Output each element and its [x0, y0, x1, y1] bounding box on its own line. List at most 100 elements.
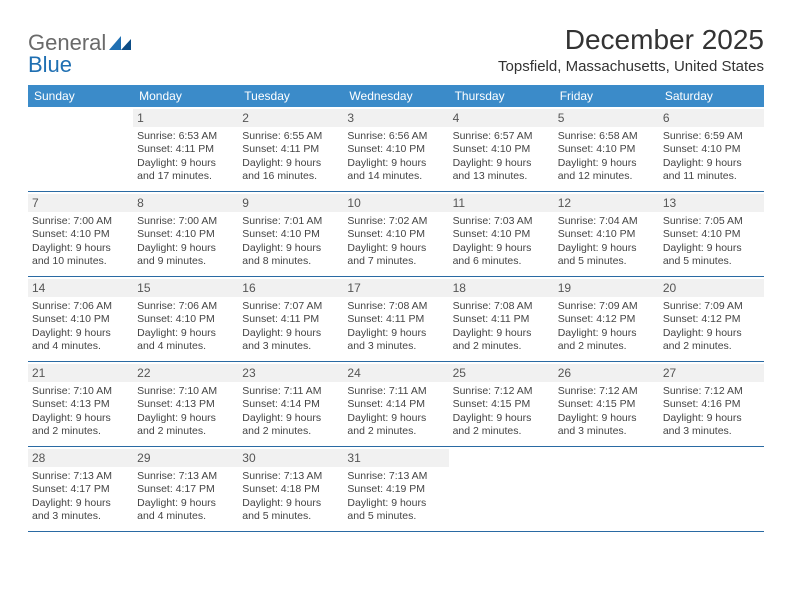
day-details: Sunrise: 7:13 AMSunset: 4:17 PMDaylight:… — [137, 470, 234, 524]
detail-line: Sunset: 4:10 PM — [558, 228, 655, 241]
detail-line: Sunrise: 6:53 AM — [137, 130, 234, 143]
detail-line: Sunrise: 7:11 AM — [242, 385, 339, 398]
detail-line: Sunrise: 6:59 AM — [663, 130, 760, 143]
day-cell: 10Sunrise: 7:02 AMSunset: 4:10 PMDayligh… — [343, 192, 448, 276]
detail-line: Sunset: 4:12 PM — [558, 313, 655, 326]
day-number: 7 — [28, 194, 133, 212]
detail-line: Sunset: 4:19 PM — [347, 483, 444, 496]
detail-line: Sunrise: 7:08 AM — [347, 300, 444, 313]
page: General December 2025 Topsfield, Massach… — [0, 0, 792, 532]
detail-line: Daylight: 9 hours and 4 minutes. — [137, 497, 234, 524]
detail-line: Sunset: 4:11 PM — [347, 313, 444, 326]
day-details: Sunrise: 7:06 AMSunset: 4:10 PMDaylight:… — [32, 300, 129, 354]
detail-line: Daylight: 9 hours and 9 minutes. — [137, 242, 234, 269]
day-cell: 8 Sunrise: 7:00 AMSunset: 4:10 PMDaylight… — [133, 192, 238, 276]
day-cell: 20Sunrise: 7:09 AMSunset: 4:12 PMDayligh… — [659, 277, 764, 361]
detail-line: Sunrise: 7:12 AM — [558, 385, 655, 398]
day-cell — [659, 447, 764, 531]
detail-line: Sunrise: 7:13 AM — [32, 470, 129, 483]
day-details: Sunrise: 7:10 AMSunset: 4:13 PMDaylight:… — [32, 385, 129, 439]
day-cell — [28, 107, 133, 191]
weeks-container: 1Sunrise: 6:53 AMSunset: 4:11 PMDaylight… — [28, 107, 764, 532]
detail-line: Daylight: 9 hours and 3 minutes. — [558, 412, 655, 439]
detail-line: Daylight: 9 hours and 2 minutes. — [137, 412, 234, 439]
detail-line: Daylight: 9 hours and 2 minutes. — [347, 412, 444, 439]
day-details: Sunrise: 7:13 AMSunset: 4:19 PMDaylight:… — [347, 470, 444, 524]
week-row: 28Sunrise: 7:13 AMSunset: 4:17 PMDayligh… — [28, 447, 764, 532]
detail-line: Sunset: 4:16 PM — [663, 398, 760, 411]
day-cell: 24Sunrise: 7:11 AMSunset: 4:14 PMDayligh… — [343, 362, 448, 446]
day-cell: 7Sunrise: 7:00 AMSunset: 4:10 PMDaylight… — [28, 192, 133, 276]
title-block: December 2025 Topsfield, Massachusetts, … — [498, 24, 764, 75]
day-number — [554, 449, 659, 453]
detail-line: Sunrise: 7:09 AM — [663, 300, 760, 313]
day-number: 5 — [554, 109, 659, 127]
day-details: Sunrise: 7:13 AMSunset: 4:17 PMDaylight:… — [32, 470, 129, 524]
detail-line: Daylight: 9 hours and 2 minutes. — [32, 412, 129, 439]
detail-line: Sunrise: 7:07 AM — [242, 300, 339, 313]
day-details: Sunrise: 7:08 AMSunset: 4:11 PMDaylight:… — [453, 300, 550, 354]
detail-line: Sunset: 4:10 PM — [663, 228, 760, 241]
day-cell: 28Sunrise: 7:13 AMSunset: 4:17 PMDayligh… — [28, 447, 133, 531]
detail-line: Daylight: 9 hours and 7 minutes. — [347, 242, 444, 269]
day-details: Sunrise: 7:03 AMSunset: 4:10 PMDaylight:… — [453, 215, 550, 269]
day-number: 14 — [28, 279, 133, 297]
day-cell: 27Sunrise: 7:12 AMSunset: 4:16 PMDayligh… — [659, 362, 764, 446]
day-cell: 17 Sunrise: 7:08 AMSunset: 4:11 PMDayligh… — [343, 277, 448, 361]
day-details: Sunrise: 6:58 AMSunset: 4:10 PMDaylight:… — [558, 130, 655, 184]
detail-line: Sunset: 4:14 PM — [347, 398, 444, 411]
detail-line: Daylight: 9 hours and 4 minutes. — [32, 327, 129, 354]
day-number: 30 — [238, 449, 343, 467]
detail-line: Sunset: 4:15 PM — [453, 398, 550, 411]
calendar: SundayMondayTuesdayWednesdayThursdayFrid… — [28, 85, 764, 532]
day-number: 12 — [554, 194, 659, 212]
day-details: Sunrise: 7:02 AMSunset: 4:10 PMDaylight:… — [347, 215, 444, 269]
day-cell — [554, 447, 659, 531]
detail-line: Sunrise: 6:55 AM — [242, 130, 339, 143]
day-cell: 26Sunrise: 7:12 AMSunset: 4:15 PMDayligh… — [554, 362, 659, 446]
day-number — [28, 109, 133, 113]
day-number: 6 — [659, 109, 764, 127]
detail-line: Sunrise: 7:10 AM — [32, 385, 129, 398]
day-cell: 2 Sunrise: 6:55 AMSunset: 4:11 PMDaylight… — [238, 107, 343, 191]
detail-line: Sunset: 4:11 PM — [137, 143, 234, 156]
detail-line: Sunset: 4:11 PM — [242, 313, 339, 326]
logo-text-2: Blue — [28, 52, 72, 78]
detail-line: Sunset: 4:10 PM — [453, 228, 550, 241]
day-details: Sunrise: 6:56 AMSunset: 4:10 PMDaylight:… — [347, 130, 444, 184]
day-details: Sunrise: 7:12 AMSunset: 4:16 PMDaylight:… — [663, 385, 760, 439]
day-details: Sunrise: 7:00 AMSunset: 4:10 PMDaylight:… — [137, 215, 234, 269]
week-row: 21Sunrise: 7:10 AMSunset: 4:13 PMDayligh… — [28, 362, 764, 447]
detail-line: Sunrise: 7:05 AM — [663, 215, 760, 228]
day-details: Sunrise: 7:01 AMSunset: 4:10 PMDaylight:… — [242, 215, 339, 269]
detail-line: Daylight: 9 hours and 3 minutes. — [663, 412, 760, 439]
day-details: Sunrise: 7:08 AMSunset: 4:11 PMDaylight:… — [347, 300, 444, 354]
day-number: 18 — [449, 279, 554, 297]
detail-line: Daylight: 9 hours and 3 minutes. — [242, 327, 339, 354]
day-number: 17 — [343, 279, 448, 297]
detail-line: Sunset: 4:18 PM — [242, 483, 339, 496]
detail-line: Daylight: 9 hours and 2 minutes. — [453, 327, 550, 354]
day-of-week: Monday — [133, 85, 238, 107]
detail-line: Daylight: 9 hours and 16 minutes. — [242, 157, 339, 184]
detail-line: Sunrise: 7:04 AM — [558, 215, 655, 228]
day-of-week: Sunday — [28, 85, 133, 107]
day-number: 2 — [238, 109, 343, 127]
day-details: Sunrise: 6:59 AMSunset: 4:10 PMDaylight:… — [663, 130, 760, 184]
logo-mark-icon — [109, 30, 131, 56]
day-number: 15 — [133, 279, 238, 297]
day-details: Sunrise: 6:53 AMSunset: 4:11 PMDaylight:… — [137, 130, 234, 184]
day-cell: 23Sunrise: 7:11 AMSunset: 4:14 PMDayligh… — [238, 362, 343, 446]
detail-line: Sunset: 4:12 PM — [663, 313, 760, 326]
day-number: 8 — [133, 194, 238, 212]
day-number — [449, 449, 554, 453]
detail-line: Sunset: 4:10 PM — [453, 143, 550, 156]
day-details: Sunrise: 7:13 AMSunset: 4:18 PMDaylight:… — [242, 470, 339, 524]
detail-line: Sunrise: 7:02 AM — [347, 215, 444, 228]
day-of-week: Thursday — [449, 85, 554, 107]
day-cell: 14 Sunrise: 7:06 AMSunset: 4:10 PMDayligh… — [28, 277, 133, 361]
day-details: Sunrise: 7:11 AMSunset: 4:14 PMDaylight:… — [242, 385, 339, 439]
day-details: Sunrise: 6:55 AMSunset: 4:11 PMDaylight:… — [242, 130, 339, 184]
detail-line: Sunset: 4:11 PM — [242, 143, 339, 156]
detail-line: Daylight: 9 hours and 11 minutes. — [663, 157, 760, 184]
